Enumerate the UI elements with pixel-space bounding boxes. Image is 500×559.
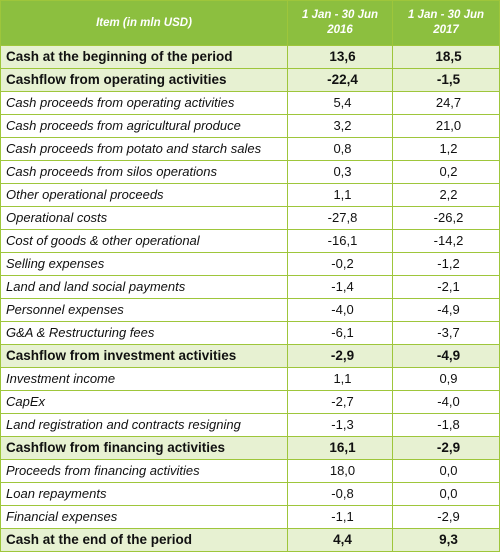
value-2016: 18,0 bbox=[287, 459, 393, 483]
value-2016: -4,0 bbox=[287, 298, 393, 322]
value-2016: 5,4 bbox=[287, 91, 393, 115]
value-2016: 4,4 bbox=[287, 528, 393, 552]
value-2016: -1,4 bbox=[287, 275, 393, 299]
value-2017: 0,0 bbox=[392, 482, 500, 506]
row-label: Proceeds from financing activities bbox=[0, 459, 288, 483]
table-row: Land registration and contracts resignin… bbox=[0, 413, 500, 437]
table-row: Cash at the end of the period 4,4 9,3 bbox=[0, 528, 500, 552]
row-label: Land and land social payments bbox=[0, 275, 288, 299]
header-period-2017-range: 1 Jan - 30 Jun bbox=[407, 9, 485, 21]
value-2016: -16,1 bbox=[287, 229, 393, 253]
value-2017: -4,9 bbox=[392, 344, 500, 368]
table-body: Cash at the beginning of the period 13,6 1… bbox=[0, 45, 500, 552]
value-2016: -1,3 bbox=[287, 413, 393, 437]
table-row: Cashflow from investment activities -2,9-… bbox=[0, 344, 500, 368]
table-row: Cash proceeds from operating activities 5… bbox=[0, 91, 500, 115]
row-label: G&A & Restructuring fees bbox=[0, 321, 288, 345]
value-2017: 2,2 bbox=[392, 183, 500, 207]
header-item: Item (in mln USD) bbox=[0, 0, 288, 46]
row-label: Cash proceeds from operating activities bbox=[0, 91, 288, 115]
value-2017: 1,2 bbox=[392, 137, 500, 161]
table-row: Cash proceeds from agricultural produce 3… bbox=[0, 114, 500, 138]
table-row: Cashflow from financing activities 16,1 -2… bbox=[0, 436, 500, 460]
value-2016: 0,3 bbox=[287, 160, 393, 184]
table-row: Operational costs -27,8 -26,2 bbox=[0, 206, 500, 230]
value-2016: -22,4 bbox=[287, 68, 393, 92]
value-2016: -0,8 bbox=[287, 482, 393, 506]
row-label: Financial expenses bbox=[0, 505, 288, 529]
value-2017: 18,5 bbox=[392, 45, 500, 69]
header-period-2016-year: 2016 bbox=[327, 24, 353, 36]
table-row: G&A & Restructuring fees -6,1 -3,7 bbox=[0, 321, 500, 345]
header-row: Item (in mln USD) 1 Jan - 30 Jun 2016 1 … bbox=[0, 0, 500, 46]
table-row: CapEx -2,7 -4,0 bbox=[0, 390, 500, 414]
row-label: Cash proceeds from agricultural produce bbox=[0, 114, 288, 138]
value-2017: 9,3 bbox=[392, 528, 500, 552]
table-row: Cash at the beginning of the period 13,6 1… bbox=[0, 45, 500, 69]
table-row: Financial expenses -1,1 -2,9 bbox=[0, 505, 500, 529]
value-2016: -0,2 bbox=[287, 252, 393, 276]
value-2017: -4,0 bbox=[392, 390, 500, 414]
value-2017: 24,7 bbox=[392, 91, 500, 115]
value-2017: 0,9 bbox=[392, 367, 500, 391]
row-label: Cash at the end of the period bbox=[0, 528, 288, 552]
table-row: Land and land social payments -1,4 -2,1 bbox=[0, 275, 500, 299]
header-period-2016-range: 1 Jan - 30 Jun bbox=[301, 9, 379, 21]
row-label: Selling expenses bbox=[0, 252, 288, 276]
value-2016: -27,8 bbox=[287, 206, 393, 230]
value-2017: -3,7 bbox=[392, 321, 500, 345]
value-2016: 0,8 bbox=[287, 137, 393, 161]
table-row: Selling expenses -0,2 -1,2 bbox=[0, 252, 500, 276]
value-2016: 13,6 bbox=[287, 45, 393, 69]
table-row: Proceeds from financing activities 18,0 0,… bbox=[0, 459, 500, 483]
table-row: Cash proceeds from silos operations 0,3 0,… bbox=[0, 160, 500, 184]
row-label: Cost of goods & other operational bbox=[0, 229, 288, 253]
row-label: Cash proceeds from silos operations bbox=[0, 160, 288, 184]
row-label: Cashflow from financing activities bbox=[0, 436, 288, 460]
value-2017: -1,5 bbox=[392, 68, 500, 92]
row-label: Cashflow from investment activities bbox=[0, 344, 288, 368]
row-label: Cash at the beginning of the period bbox=[0, 45, 288, 69]
value-2017: -1,8 bbox=[392, 413, 500, 437]
row-label: CapEx bbox=[0, 390, 288, 414]
value-2017: -4,9 bbox=[392, 298, 500, 322]
value-2016: -1,1 bbox=[287, 505, 393, 529]
header-period-2017: 1 Jan - 30 Jun 2017 bbox=[392, 0, 500, 46]
value-2017: -2,9 bbox=[392, 505, 500, 529]
value-2016: -6,1 bbox=[287, 321, 393, 345]
value-2017: -2,9 bbox=[392, 436, 500, 460]
row-label: Loan repayments bbox=[0, 482, 288, 506]
table-row: Cost of goods & other operational -16,1 -1… bbox=[0, 229, 500, 253]
table-row: Other operational proceeds 1,1 2,2 bbox=[0, 183, 500, 207]
row-label: Other operational proceeds bbox=[0, 183, 288, 207]
header-period-2017-year: 2017 bbox=[433, 24, 459, 36]
value-2017: -1,2 bbox=[392, 252, 500, 276]
value-2016: -2,9 bbox=[287, 344, 393, 368]
header-period-2016: 1 Jan - 30 Jun 2016 bbox=[287, 0, 393, 46]
value-2016: 16,1 bbox=[287, 436, 393, 460]
row-label: Investment income bbox=[0, 367, 288, 391]
row-label: Cashflow from operating activities bbox=[0, 68, 288, 92]
row-label: Cash proceeds from potato and starch sal… bbox=[0, 137, 288, 161]
value-2017: -14,2 bbox=[392, 229, 500, 253]
row-label: Operational costs bbox=[0, 206, 288, 230]
value-2017: 0,0 bbox=[392, 459, 500, 483]
value-2017: -2,1 bbox=[392, 275, 500, 299]
value-2016: -2,7 bbox=[287, 390, 393, 414]
table-row: Cash proceeds from potato and starch sal… bbox=[0, 137, 500, 161]
value-2017: -26,2 bbox=[392, 206, 500, 230]
table-row: Personnel expenses -4,0 -4,9 bbox=[0, 298, 500, 322]
table-row: Loan repayments -0,8 0,0 bbox=[0, 482, 500, 506]
value-2016: 1,1 bbox=[287, 183, 393, 207]
row-label: Personnel expenses bbox=[0, 298, 288, 322]
value-2016: 3,2 bbox=[287, 114, 393, 138]
row-label: Land registration and contracts resignin… bbox=[0, 413, 288, 437]
value-2017: 0,2 bbox=[392, 160, 500, 184]
table-row: Investment income 1,1 0,9 bbox=[0, 367, 500, 391]
table-row: Cashflow from operating activities -22,4-… bbox=[0, 68, 500, 92]
value-2017: 21,0 bbox=[392, 114, 500, 138]
value-2016: 1,1 bbox=[287, 367, 393, 391]
